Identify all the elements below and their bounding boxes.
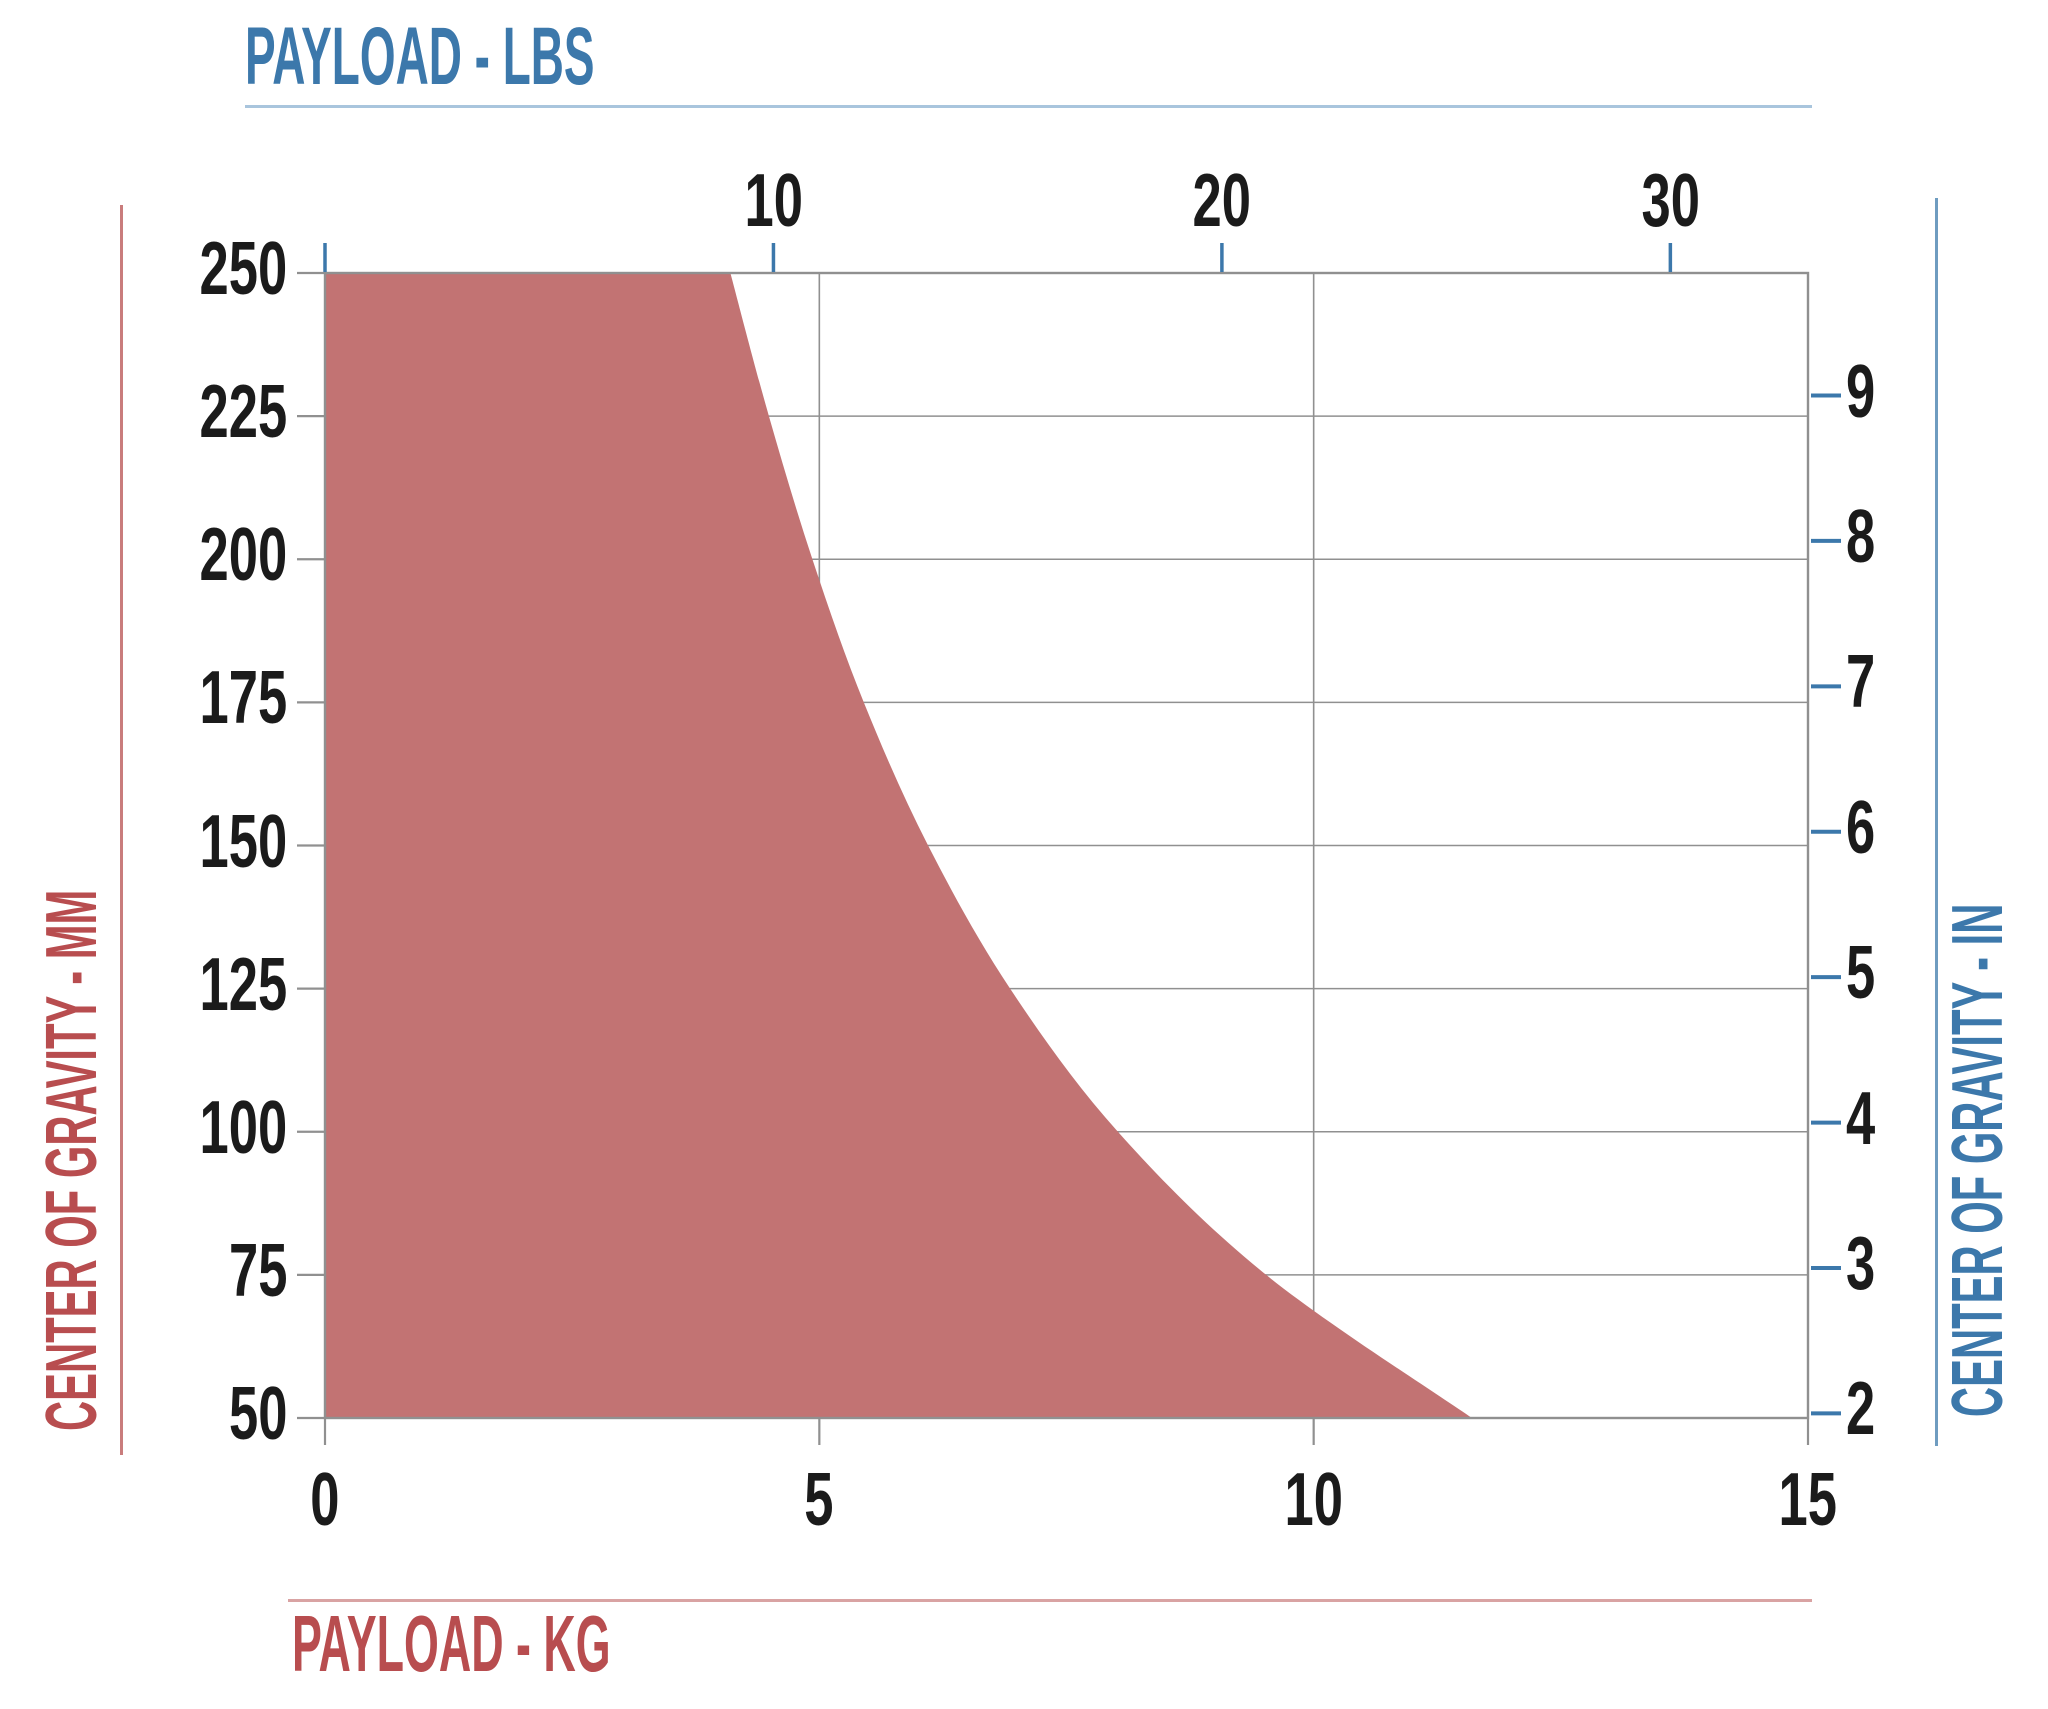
tick-label-lbs-20: 20: [1122, 163, 1322, 238]
tick-label-mm-75: 75: [87, 1227, 287, 1312]
tick-label-kg-5: 5: [719, 1462, 919, 1537]
tick-label-kg-0: 0: [225, 1462, 425, 1537]
tick-label-in-9-text: 9: [1846, 348, 1876, 433]
tick-label-in-3: 3: [1846, 1226, 2046, 1301]
tick-label-mm-125: 125: [87, 941, 287, 1026]
bottom-axis-title-text: PAYLOAD - KG: [292, 1599, 611, 1688]
tick-label-lbs-10: 10: [673, 163, 873, 238]
tick-label-kg-15: 15: [1708, 1462, 1908, 1537]
tick-label-in-8: 8: [1846, 493, 2046, 578]
left-axis-title: CENTER OF GRAVITY - MM: [32, 460, 112, 1709]
tick-label-mm-200: 200: [87, 517, 287, 592]
tick-label-mm-100: 100: [87, 1084, 287, 1169]
top-axis-title-text: PAYLOAD - LBS: [245, 11, 595, 102]
tick-label-lbs-30-text: 30: [1641, 158, 1700, 242]
tick-label-mm-100-text: 100: [199, 1084, 287, 1169]
left-axis-rule: [120, 205, 123, 1455]
tick-label-in-2: 2: [1846, 1371, 2046, 1446]
tick-label-mm-225-text: 225: [199, 369, 287, 454]
top-axis-title: PAYLOAD - LBS: [245, 16, 869, 98]
tick-label-in-7: 7: [1846, 644, 2046, 719]
tick-label-kg-0-text: 0: [310, 1457, 340, 1541]
tick-label-in-4: 4: [1846, 1075, 2046, 1160]
tick-label-mm-175-text: 175: [199, 655, 287, 740]
tick-label-kg-5-text: 5: [804, 1457, 834, 1541]
tick-label-in-6: 6: [1846, 784, 2046, 869]
plot-area: [297, 243, 1841, 1445]
tick-label-in-9: 9: [1846, 348, 2046, 433]
tick-label-lbs-10-text: 10: [744, 158, 803, 242]
tick-label-mm-50: 50: [87, 1376, 287, 1451]
tick-label-in-2-text: 2: [1846, 1366, 1876, 1451]
tick-label-in-3-text: 3: [1846, 1221, 1876, 1305]
bottom-axis-rule: [288, 1599, 1812, 1602]
tick-label-mm-50-text: 50: [228, 1371, 287, 1455]
tick-label-in-6-text: 6: [1846, 784, 1876, 869]
tick-label-in-4-text: 4: [1846, 1075, 1876, 1160]
bottom-axis-title: PAYLOAD - KG: [292, 1604, 861, 1684]
tick-label-mm-150: 150: [87, 798, 287, 883]
tick-label-kg-10: 10: [1214, 1462, 1414, 1537]
plot-border: [323, 271, 1810, 1420]
tick-label-in-8-text: 8: [1846, 493, 1876, 578]
tick-label-kg-15-text: 15: [1778, 1457, 1838, 1541]
tick-label-mm-125-text: 125: [199, 941, 287, 1026]
tick-label-mm-150-text: 150: [199, 798, 287, 883]
tick-label-mm-250-text: 250: [199, 226, 287, 310]
top-axis-rule: [245, 105, 1812, 108]
tick-label-in-5: 5: [1846, 935, 2046, 1010]
right-axis-rule: [1935, 198, 1938, 1446]
tick-label-mm-175: 175: [87, 660, 287, 735]
tick-label-kg-10-text: 10: [1284, 1457, 1343, 1541]
tick-label-mm-225: 225: [87, 374, 287, 449]
tick-label-in-5-text: 5: [1846, 930, 1876, 1015]
tick-label-mm-250: 250: [87, 231, 287, 306]
tick-label-lbs-20-text: 20: [1192, 158, 1252, 242]
capacity-envelope-fill: [325, 273, 1472, 1418]
tick-label-mm-75-text: 75: [228, 1227, 287, 1312]
tick-label-mm-200-text: 200: [199, 512, 287, 597]
tick-label-in-7-text: 7: [1846, 639, 1876, 724]
tick-label-lbs-30: 30: [1570, 163, 1770, 238]
axis-ticks: [297, 243, 1841, 1445]
